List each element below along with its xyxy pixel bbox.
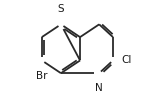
Text: Cl: Cl xyxy=(122,55,132,65)
Text: S: S xyxy=(58,4,64,14)
Text: N: N xyxy=(95,83,103,93)
Text: Br: Br xyxy=(36,71,48,81)
